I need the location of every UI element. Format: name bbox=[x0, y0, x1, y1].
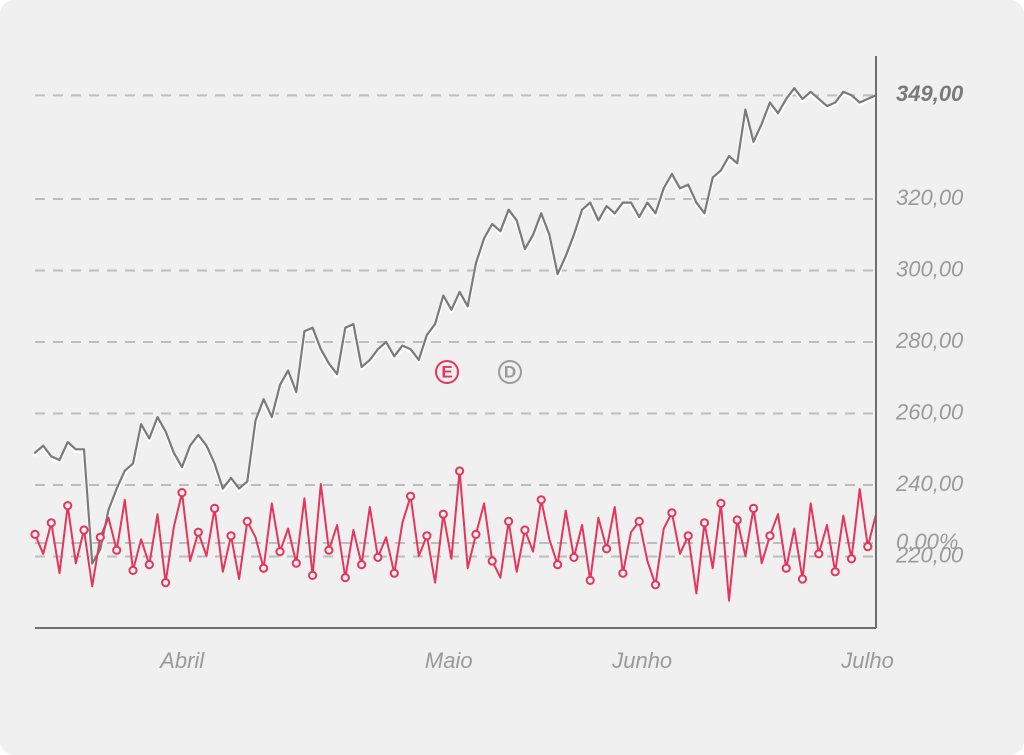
price-line-shadow bbox=[35, 90, 876, 565]
y-tick-label: 280,00 bbox=[895, 328, 964, 353]
pct-marker bbox=[195, 529, 202, 536]
x-tick-label: Junho bbox=[611, 648, 672, 673]
pct-line bbox=[35, 471, 876, 601]
pct-marker bbox=[521, 526, 528, 533]
pct-marker bbox=[750, 505, 757, 512]
pct-marker bbox=[799, 575, 806, 582]
pct-marker bbox=[717, 500, 724, 507]
y-tick-label: 260,00 bbox=[895, 399, 964, 424]
x-tick-label: Maio bbox=[425, 648, 473, 673]
legend-letter: E bbox=[441, 363, 452, 382]
pct-marker bbox=[113, 547, 120, 554]
pct-marker bbox=[227, 532, 234, 539]
pct-marker bbox=[440, 511, 447, 518]
pct-marker bbox=[407, 493, 414, 500]
pct-marker bbox=[832, 568, 839, 575]
pct-marker bbox=[129, 567, 136, 574]
pct-marker bbox=[309, 572, 316, 579]
pct-marker bbox=[391, 570, 398, 577]
pct-marker bbox=[505, 518, 512, 525]
pct-marker bbox=[587, 577, 594, 584]
pct-marker bbox=[423, 532, 430, 539]
y-tick-label: 300,00 bbox=[896, 256, 964, 281]
y-tick-label: 349,00 bbox=[896, 81, 964, 106]
price-line bbox=[35, 88, 876, 563]
pct-marker bbox=[276, 548, 283, 555]
pct-marker bbox=[864, 543, 871, 550]
pct-marker bbox=[374, 554, 381, 561]
legend-badge-d: D bbox=[498, 360, 522, 384]
pct-marker bbox=[538, 496, 545, 503]
pct-marker bbox=[734, 516, 741, 523]
pct-marker bbox=[80, 526, 87, 533]
pct-marker bbox=[244, 518, 251, 525]
pct-marker bbox=[97, 534, 104, 541]
pct-marker bbox=[619, 570, 626, 577]
pct-marker bbox=[260, 565, 267, 572]
pct-marker bbox=[685, 532, 692, 539]
pct-marker bbox=[293, 560, 300, 567]
pct-marker bbox=[783, 565, 790, 572]
chart-card: 220,00240,00260,00280,00300,00320,00349,… bbox=[0, 0, 1024, 755]
pct-marker bbox=[325, 547, 332, 554]
pct-marker bbox=[178, 489, 185, 496]
pct-marker bbox=[64, 502, 71, 509]
pct-marker bbox=[766, 532, 773, 539]
y-tick-label: 240,00 bbox=[895, 471, 964, 496]
x-tick-label: Julho bbox=[840, 648, 894, 673]
pct-marker bbox=[146, 561, 153, 568]
y-tick-label: 320,00 bbox=[896, 185, 964, 210]
pct-marker bbox=[701, 519, 708, 526]
pct-marker bbox=[31, 531, 38, 538]
pct-marker bbox=[848, 555, 855, 562]
pct-marker bbox=[668, 509, 675, 516]
pct-marker bbox=[456, 467, 463, 474]
pct-marker bbox=[342, 574, 349, 581]
pct-marker bbox=[358, 561, 365, 568]
pct-marker bbox=[489, 557, 496, 564]
legend-badge-e: E bbox=[435, 360, 459, 384]
pct-marker bbox=[472, 531, 479, 538]
x-tick-label: Abril bbox=[158, 648, 205, 673]
pct-marker bbox=[652, 581, 659, 588]
pct-marker bbox=[815, 550, 822, 557]
pct-marker bbox=[48, 519, 55, 526]
pct-marker bbox=[211, 505, 218, 512]
zero-label: 0,00% bbox=[896, 529, 958, 554]
legend-letter: D bbox=[504, 363, 516, 382]
pct-marker bbox=[636, 518, 643, 525]
pct-marker bbox=[603, 545, 610, 552]
chart-svg: 220,00240,00260,00280,00300,00320,00349,… bbox=[0, 0, 1024, 755]
pct-marker bbox=[570, 554, 577, 561]
pct-marker bbox=[554, 561, 561, 568]
pct-marker bbox=[162, 579, 169, 586]
